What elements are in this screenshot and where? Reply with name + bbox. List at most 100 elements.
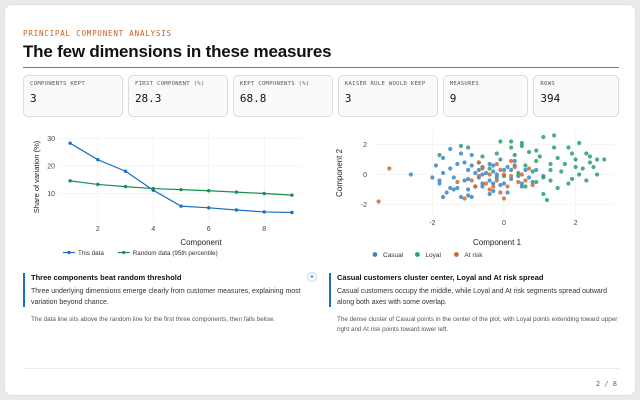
data-point xyxy=(123,169,128,173)
scatter-point xyxy=(501,172,507,177)
scatter-point xyxy=(491,163,496,168)
scatter-point xyxy=(569,176,575,182)
scatter-point xyxy=(602,157,607,162)
kpi-value: 68.8 xyxy=(239,92,267,105)
x-tick-label: 0 xyxy=(502,220,506,227)
scatter-point xyxy=(573,157,578,162)
scatter-point xyxy=(487,191,492,197)
scatter-point xyxy=(494,172,499,177)
y-tick-label: 10 xyxy=(47,191,55,198)
scatter-point xyxy=(505,190,510,195)
scatter-point xyxy=(584,151,589,156)
scatter-point xyxy=(494,161,499,167)
data-point xyxy=(151,186,155,191)
scatter-point xyxy=(498,190,503,195)
scatter-point xyxy=(534,158,539,164)
y-tick-label: -2 xyxy=(361,202,367,209)
scatter-point xyxy=(519,184,524,189)
scatter-point xyxy=(594,172,600,177)
scatter-point xyxy=(487,161,492,167)
scatter-point xyxy=(591,164,596,170)
scatter-point xyxy=(455,161,460,167)
scatter-point xyxy=(501,181,507,186)
scatter-point xyxy=(523,184,528,189)
y-tick-label: 30 xyxy=(47,136,55,143)
scatter-point xyxy=(491,169,496,174)
scatter-point xyxy=(498,167,503,173)
scatter-point xyxy=(552,133,557,138)
scatter-point xyxy=(534,148,539,153)
scatter-point xyxy=(519,140,524,146)
page-title: The few dimensions in these measures xyxy=(23,42,332,61)
scatter-point xyxy=(509,158,514,164)
legend-label: Random data (95th percentile) xyxy=(133,250,218,257)
scatter-point xyxy=(466,167,471,173)
scatter-point xyxy=(480,184,485,189)
legend-swatch-dot xyxy=(415,252,420,257)
y-axis-label: Component 2 xyxy=(335,148,344,197)
scatter-point xyxy=(440,194,446,200)
scatter-point xyxy=(466,145,471,150)
scatter-point xyxy=(505,184,510,189)
scatter-point xyxy=(566,181,571,186)
scatter-point xyxy=(469,178,474,183)
data-point xyxy=(234,190,239,194)
scatter-point xyxy=(509,139,514,144)
scatter-point xyxy=(440,170,446,176)
insight-title: Three components beat random threshold xyxy=(31,273,182,282)
scatter-point xyxy=(455,179,460,185)
scatter-point xyxy=(498,157,503,162)
scatter-point xyxy=(519,143,524,149)
x-tick-label: 4 xyxy=(151,226,155,233)
scatter-point xyxy=(512,152,517,158)
legend-label: This data xyxy=(78,250,104,257)
scatter-point xyxy=(534,167,539,173)
insight-card-2: Casual customers cluster center, Loyal a… xyxy=(329,273,619,334)
scatter-point xyxy=(541,191,546,197)
scree-line-chart: 10 20 30 2 4 6 8 Component Share of variation (%… xyxy=(32,133,303,257)
scatter-point xyxy=(587,160,593,165)
title-rule xyxy=(23,67,619,68)
scatter-point xyxy=(473,170,478,176)
kpi-value: 3 xyxy=(30,92,37,105)
scatter-point xyxy=(544,197,550,203)
scatter-point xyxy=(555,185,560,191)
kpi-label: COMPONENTS KEPT xyxy=(30,81,86,87)
scatter-point xyxy=(491,181,496,186)
scatter-point xyxy=(555,155,560,161)
y-tick-label: 20 xyxy=(47,164,55,171)
expand-plus-icon[interactable]: + xyxy=(307,272,317,282)
scatter-point xyxy=(566,145,571,150)
scatter-point xyxy=(512,158,517,164)
x-tick-label: 8 xyxy=(262,226,266,233)
scatter-point xyxy=(494,178,499,183)
scatter-point xyxy=(433,163,438,168)
insight-detail: The data line sits above the random line… xyxy=(31,316,275,323)
scatter-point xyxy=(466,176,471,182)
scatter-point xyxy=(491,188,496,194)
accent-bar xyxy=(329,273,331,307)
scatter-point xyxy=(577,140,582,146)
scatter-point xyxy=(480,172,485,177)
data-point xyxy=(207,206,211,210)
scatter-point xyxy=(501,196,507,201)
kpi-card: FIRST COMPONENT (%) 28.3 xyxy=(127,75,228,117)
data-point xyxy=(179,204,183,208)
scatter-point xyxy=(451,187,456,192)
scatter-point xyxy=(408,172,413,177)
scatter-point xyxy=(534,179,539,185)
kpi-label: MEASURES xyxy=(449,81,480,87)
kpi-value: 394 xyxy=(540,92,561,105)
scatter-point xyxy=(569,151,575,156)
scatter-point xyxy=(541,134,546,140)
scatter-point xyxy=(473,184,478,189)
scatter-point xyxy=(458,151,464,156)
scatter-point xyxy=(523,178,528,183)
scatter-point xyxy=(494,151,499,156)
scatter-point xyxy=(448,185,453,191)
y-tick-label: 0 xyxy=(363,172,367,179)
scatter-point xyxy=(480,154,485,159)
scatter-point xyxy=(466,193,471,198)
scatter-point xyxy=(552,145,557,150)
legend-label: Loyal xyxy=(425,252,441,259)
